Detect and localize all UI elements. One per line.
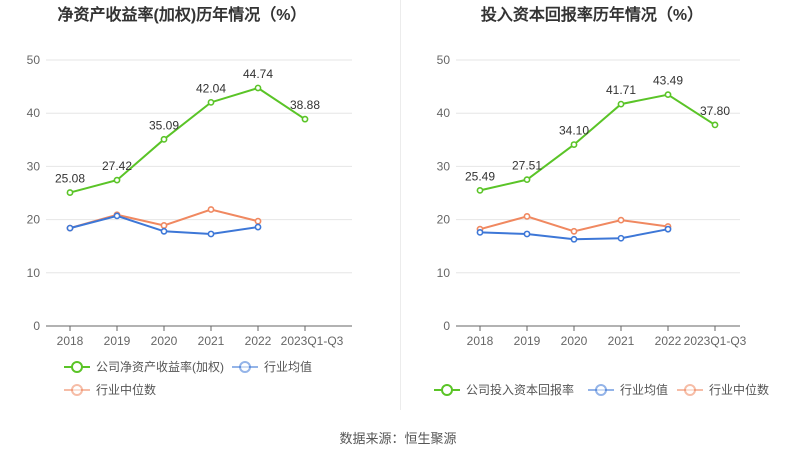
y-tick-label: 40: [437, 106, 451, 120]
data-point: [570, 227, 578, 235]
data-point: [160, 135, 168, 143]
data-point: [617, 100, 625, 108]
data-point: [254, 84, 262, 92]
y-tick-label: 10: [437, 266, 451, 280]
y-tick-label: 20: [27, 213, 41, 227]
data-point: [66, 189, 74, 196]
y-tick-label: 40: [27, 106, 41, 120]
chart-divider: [400, 0, 401, 410]
data-point: [207, 206, 215, 213]
x-tick-label: 2022: [655, 334, 682, 348]
data-point: [664, 225, 672, 233]
x-tick-label: 2022: [245, 334, 272, 348]
x-tick-label: 2019: [104, 334, 131, 348]
legend-label: 行业均值: [620, 382, 668, 397]
data-point: [617, 216, 625, 224]
series-line: [69, 86, 306, 194]
legend-label: 行业中位数: [96, 382, 156, 397]
data-label: 27.42: [102, 159, 132, 173]
x-tick-label: 2023Q1-Q3: [281, 334, 344, 348]
x-tick-label: 2018: [467, 334, 494, 348]
legend-marker-icon: [441, 384, 453, 396]
data-point: [113, 176, 121, 184]
legend-marker-icon: [239, 361, 251, 373]
data-point: [570, 141, 578, 148]
y-tick-label: 10: [27, 266, 41, 280]
data-point: [476, 186, 484, 194]
y-tick-label: 30: [437, 159, 451, 173]
legend-marker-icon: [595, 384, 607, 396]
x-tick-label: 2019: [514, 334, 541, 348]
y-tick-label: 50: [27, 53, 41, 67]
roic-chart: 投入资本回报率历年情况（%） 0 10 20 30 40 50 2018 2019 2020 202…: [434, 5, 769, 397]
data-point: [711, 121, 719, 129]
roe-chart: 净资产收益率(加权)历年情况（%） 0 10 20 30 40 50 2018 2019 2020…: [27, 5, 352, 397]
y-tick-label: 30: [27, 159, 41, 173]
data-point: [476, 228, 484, 236]
x-tick-label: 2020: [151, 334, 178, 348]
y-tick-label: 0: [443, 319, 450, 333]
data-point: [160, 227, 168, 235]
legend-label: 行业中位数: [709, 382, 769, 397]
data-label: 35.09: [149, 118, 179, 132]
data-point: [113, 212, 121, 220]
data-point: [160, 222, 168, 229]
x-tick-label: 2021: [608, 334, 635, 348]
data-label: 34.10: [559, 124, 589, 138]
data-point: [570, 235, 578, 243]
chart-title: 净资产收益率(加权)历年情况（%）: [58, 5, 307, 24]
data-label: 25.08: [55, 172, 85, 186]
data-source-note: 数据来源：恒生聚源: [339, 431, 457, 446]
data-point: [523, 230, 531, 238]
data-point: [617, 234, 625, 242]
legend-marker-icon: [71, 384, 83, 396]
data-point: [66, 224, 74, 232]
x-tick-label: 2023Q1-Q3: [684, 334, 747, 348]
legend-label: 行业均值: [264, 359, 312, 374]
legend-marker-icon: [684, 384, 696, 396]
legend-label: 公司净资产收益率(加权): [96, 359, 224, 374]
x-tick-label: 2020: [561, 334, 588, 348]
data-point: [254, 217, 262, 225]
data-point: [664, 91, 672, 99]
data-point: [523, 213, 531, 220]
x-tick-label: 2018: [57, 334, 84, 348]
legend-marker-icon: [71, 361, 83, 373]
data-label: 43.49: [653, 74, 683, 88]
data-label: 27.51: [512, 159, 542, 173]
data-label: 38.88: [290, 98, 320, 112]
data-label: 44.74: [243, 67, 273, 81]
data-label: 41.71: [606, 83, 636, 97]
data-point: [523, 176, 531, 184]
y-tick-label: 50: [437, 53, 451, 67]
y-tick-label: 0: [33, 319, 40, 333]
y-tick-label: 20: [437, 213, 451, 227]
chart-title: 投入资本回报率历年情况（%）: [481, 5, 703, 24]
data-point: [207, 98, 215, 106]
data-point: [301, 115, 309, 123]
x-tick-label: 2021: [198, 334, 225, 348]
legend-label: 公司投入资本回报率: [466, 382, 574, 397]
data-point: [207, 230, 215, 238]
data-label: 42.04: [196, 81, 226, 95]
data-label: 25.49: [465, 169, 495, 183]
data-label: 37.80: [700, 104, 730, 118]
series-line: [479, 93, 716, 192]
data-point: [254, 223, 262, 231]
